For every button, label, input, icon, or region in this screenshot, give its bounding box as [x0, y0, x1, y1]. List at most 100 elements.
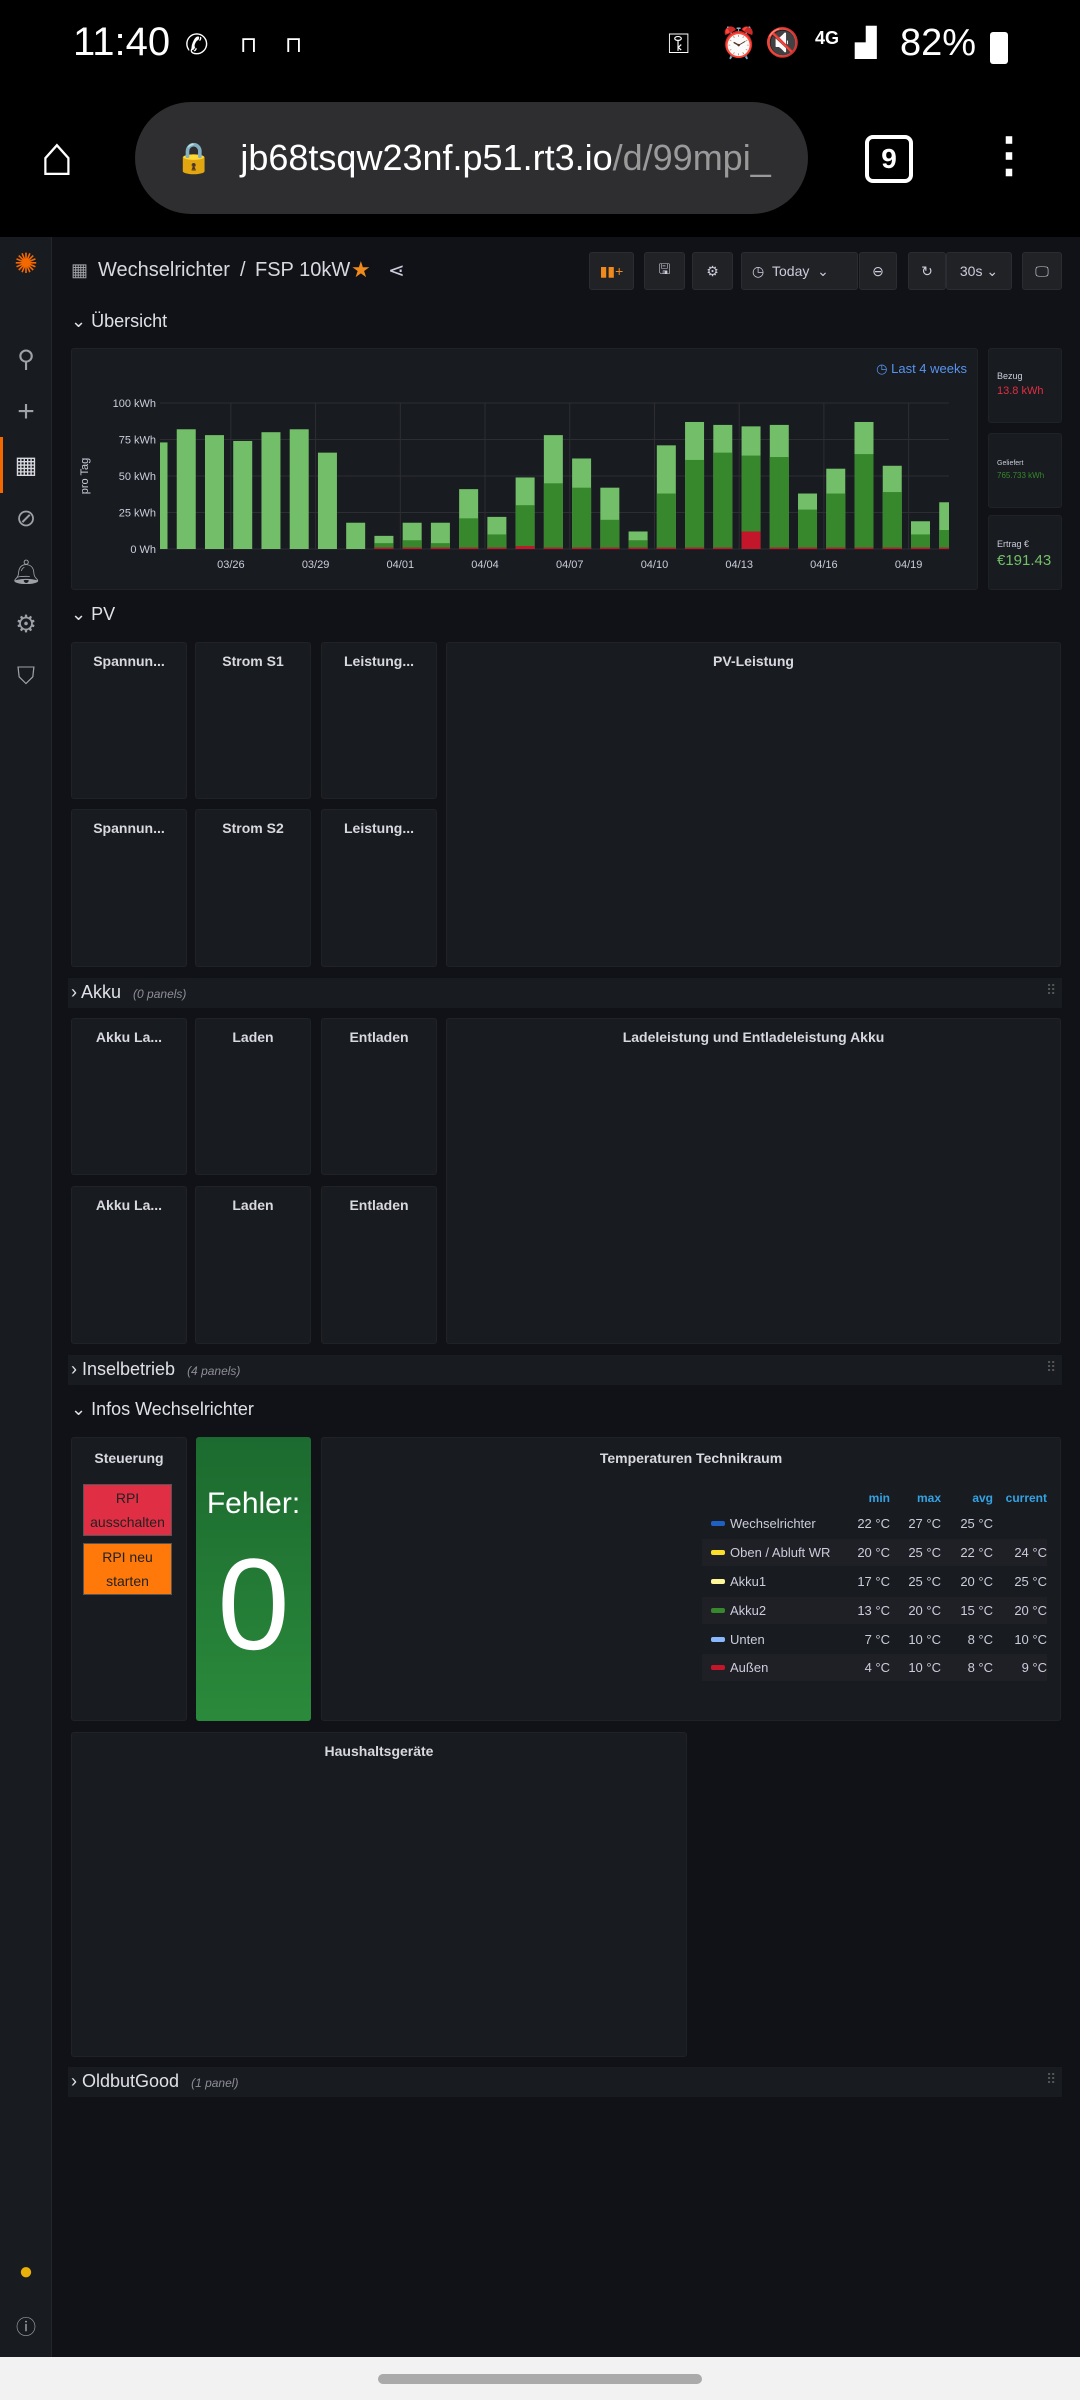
time-override-info: ◷ Last 4 weeks — [876, 361, 967, 376]
panel-title: Temperaturen Technikraum — [599, 1450, 783, 1466]
rpi-restart-button[interactable]: RPI neu starten — [83, 1543, 172, 1595]
time-range: Today — [772, 263, 810, 279]
legend-min: 22 °C — [857, 1516, 890, 1531]
signal-icon: ▟ — [855, 27, 877, 58]
help-icon[interactable]: ⓘ — [16, 2316, 36, 2339]
legend-row[interactable]: Unten 7 °C 10 °C 8 °C 10 °C — [702, 1626, 1047, 1653]
legend-row[interactable]: Oben / Abluft WR 20 °C 25 °C 22 °C 24 °C — [702, 1539, 1047, 1566]
legend-swatch — [711, 1550, 725, 1555]
row-inselbetrieb-title[interactable]: › Inselbetrieb (4 panels) — [71, 1359, 240, 1380]
save-button[interactable]: 🖫 — [644, 252, 685, 290]
gesture-handle[interactable] — [378, 2374, 702, 2384]
tv-mode-button[interactable]: 🖵 — [1022, 252, 1062, 290]
row-title: Akku — [81, 982, 122, 1002]
row-pv[interactable]: ⌄ PV — [71, 604, 115, 625]
breadcrumb-folder[interactable]: Wechselrichter — [98, 259, 230, 281]
legend-min: 20 °C — [857, 1545, 890, 1560]
row-infos-wechselrichter[interactable]: ⌄ Infos Wechselrichter — [71, 1399, 254, 1420]
table-header-min[interactable]: min — [868, 1491, 890, 1505]
legend-row[interactable]: Außen 4 °C 10 °C 8 °C 9 °C — [702, 1654, 1047, 1681]
fehler-label: Fehler: — [206, 1487, 301, 1520]
drag-handle-icon[interactable]: ⠿ — [1046, 2071, 1057, 2087]
legend-avg: 8 °C — [967, 1660, 993, 1675]
gauge-panel: Akku La... — [71, 1018, 187, 1175]
settings-button[interactable]: ⚙ — [692, 252, 733, 290]
chevron-right-icon: › — [71, 982, 82, 1002]
row-panel-count: (1 panel) — [191, 2076, 239, 2090]
share-icon[interactable]: ⋖ — [388, 260, 405, 282]
table-header-current[interactable]: current — [1005, 1491, 1047, 1505]
panel-title: Spannun... — [93, 653, 165, 669]
dashboards-icon[interactable]: ▦ — [14, 451, 38, 479]
sidebar: ✺ ⚲ + ▦ ⊘ 🔔︎ ⚙ ⛉ ● ⓘ — [0, 237, 52, 2357]
plus-icon[interactable]: + — [17, 395, 35, 428]
row-akku[interactable] — [68, 978, 1062, 1008]
row-title: Übersicht — [91, 311, 168, 331]
stat-value: 765.733 kWh — [997, 471, 1045, 480]
url-field[interactable]: 🔒 jb68tsqw23nf.p51.rt3.io/d/99mpi_ — [135, 102, 808, 214]
row-oldbutgood-title[interactable]: › OldbutGood (1 panel) — [71, 2071, 238, 2092]
panel-title: Laden — [232, 1197, 274, 1213]
stat-label: Ertrag € — [997, 539, 1030, 549]
dashboard-title[interactable]: FSP 10kW — [255, 259, 351, 281]
gauge-panel: Akku La... — [71, 1186, 187, 1344]
row-panel-count: (4 panels) — [187, 1364, 241, 1378]
row-inselbetrieb[interactable] — [68, 1355, 1062, 1385]
akku-chart-panel: Ladeleistung und Entladeleistung Akku — [446, 1018, 1061, 1344]
rpi-shutdown-button[interactable]: RPI ausschalten — [83, 1484, 172, 1536]
legend-max: 25 °C — [908, 1574, 941, 1589]
table-header-max[interactable]: max — [916, 1491, 941, 1505]
legend-current: 24 °C — [1014, 1545, 1047, 1560]
url-path: /d/99mpi_ — [612, 137, 771, 178]
legend-swatch — [711, 1637, 725, 1642]
drag-handle-icon[interactable]: ⠿ — [1046, 1359, 1057, 1375]
chevron-down-icon: ⌄ — [986, 262, 999, 279]
dashboard-grid-icon: ▦ — [71, 260, 89, 280]
avatar[interactable]: ● — [18, 2258, 34, 2285]
legend-row[interactable]: Akku2 13 °C 20 °C 15 °C 20 °C — [702, 1597, 1047, 1624]
row-akku-title[interactable]: › Akku (0 panels) — [71, 982, 186, 1003]
zoom-out-button[interactable]: ⊖ — [859, 252, 897, 290]
gear-icon[interactable]: ⚙ — [15, 610, 37, 638]
legend-max: 10 °C — [908, 1660, 941, 1675]
panel-title: Entladen — [349, 1029, 409, 1045]
chevron-down-icon: ⌄ — [71, 311, 92, 331]
legend-swatch — [711, 1665, 725, 1670]
add-panel-button[interactable]: ▮▮+ — [589, 252, 634, 290]
grafana-logo-icon[interactable]: ✺ — [14, 247, 38, 279]
search-icon[interactable]: ⚲ — [17, 345, 35, 373]
gauge-panel: Laden — [195, 1018, 311, 1175]
fehler-value: 0 — [217, 1531, 290, 1677]
alarm-icon: ⏰ — [720, 27, 758, 60]
legend-avg: 15 °C — [960, 1603, 993, 1618]
row-title: Infos Wechselrichter — [91, 1399, 254, 1419]
key-icon: ⚿ — [668, 28, 690, 59]
row-oldbutgood[interactable] — [68, 2067, 1062, 2097]
explore-compass-icon[interactable]: ⊘ — [15, 504, 37, 532]
legend-swatch — [711, 1579, 725, 1584]
time-picker[interactable]: ◷ Today ⌄ — [741, 252, 858, 290]
legend-avg: 8 °C — [967, 1632, 993, 1647]
chevron-down-icon: ⌄ — [71, 604, 92, 624]
row-uebersicht[interactable]: ⌄ Übersicht — [71, 311, 167, 332]
pv-leistung-panel: PV-Leistung — [446, 642, 1061, 967]
stat-value: 13.8 kWh — [997, 385, 1044, 397]
menu-icon[interactable]: ⋮ — [985, 129, 1033, 182]
table-header-avg[interactable]: avg — [972, 1491, 993, 1505]
notification-icon: ⊓ — [285, 32, 303, 57]
refresh-button[interactable]: ↻ — [908, 252, 946, 290]
shield-icon[interactable]: ⛉ — [17, 663, 35, 690]
stat-geliefert: Geliefert 765.733 kWh — [988, 433, 1062, 508]
legend-name: Wechselrichter — [730, 1516, 816, 1531]
legend-row[interactable]: Wechselrichter 22 °C 27 °C 25 °C — [702, 1510, 1047, 1537]
tab-count-button[interactable]: 9 — [865, 135, 913, 183]
bell-icon[interactable]: 🔔︎ — [10, 558, 42, 586]
drag-handle-icon[interactable]: ⠿ — [1046, 982, 1057, 998]
legend-row[interactable]: Akku1 17 °C 25 °C 20 °C 25 °C — [702, 1568, 1047, 1595]
refresh-interval-picker[interactable]: 30s ⌄ — [946, 252, 1012, 290]
legend-min: 13 °C — [857, 1603, 890, 1618]
home-icon[interactable]: ⌂ — [40, 124, 74, 187]
star-icon[interactable]: ★ — [351, 257, 371, 282]
chevron-down-icon: ⌄ — [817, 262, 829, 279]
panel-title: PV-Leistung — [713, 653, 794, 669]
